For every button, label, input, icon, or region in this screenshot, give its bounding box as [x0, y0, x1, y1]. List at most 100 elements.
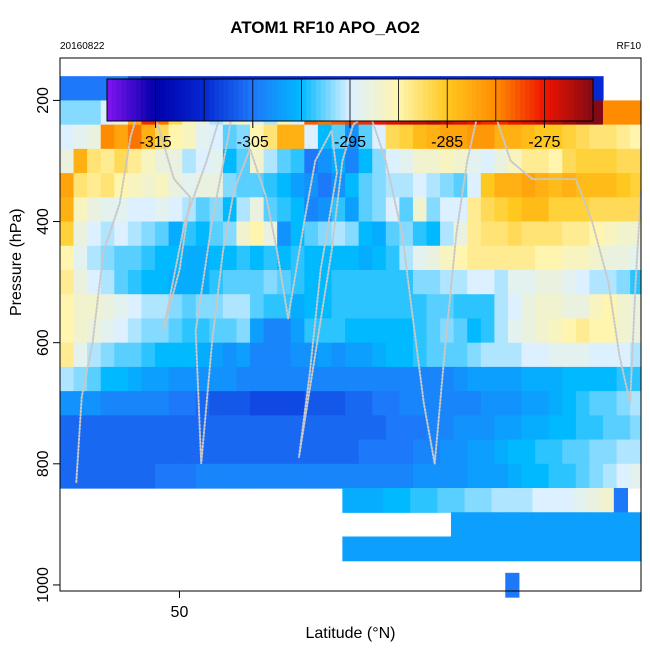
heatmap-cell — [60, 439, 75, 465]
heatmap-cell — [114, 439, 129, 465]
colorbar-segment — [379, 79, 385, 121]
heatmap-cell — [345, 366, 360, 392]
heatmap-cell — [100, 294, 115, 320]
heatmap-cell — [467, 221, 482, 247]
heatmap-cell — [372, 245, 387, 271]
heatmap-cell — [616, 269, 631, 295]
heatmap-cell — [168, 294, 183, 320]
heatmap-cell — [480, 342, 495, 368]
heatmap-cell — [383, 536, 398, 562]
heatmap-cell — [263, 439, 278, 465]
colorbar-segment — [578, 79, 584, 121]
heatmap-cell — [535, 294, 550, 320]
heatmap-cell — [73, 269, 88, 295]
colorbar-segment — [534, 79, 541, 121]
heatmap-cell — [331, 269, 346, 295]
heatmap-cell — [575, 415, 591, 441]
heatmap-cell — [372, 366, 387, 392]
heatmap-cell — [236, 221, 251, 247]
heatmap-cell — [480, 366, 495, 392]
heatmap-cell — [467, 245, 482, 271]
heatmap-cell — [412, 245, 428, 271]
heatmap-cell — [304, 415, 319, 441]
heatmap-cell — [575, 463, 591, 489]
heatmap-cell — [453, 269, 468, 295]
heatmap-cell — [521, 463, 536, 489]
heatmap-cell — [616, 463, 631, 489]
colorbar-segment — [563, 79, 570, 121]
heatmap-cell — [195, 318, 210, 344]
heatmap-cell — [548, 148, 563, 174]
heatmap-cell — [250, 439, 265, 465]
heatmap-cell — [60, 415, 75, 441]
heatmap-cell — [630, 221, 642, 247]
heatmap-cell — [545, 536, 561, 562]
heatmap-cell — [535, 391, 550, 416]
heatmap-cell — [222, 366, 238, 392]
heatmap-cell — [209, 197, 224, 223]
heatmap-cell — [616, 415, 631, 441]
colorbar-segment — [111, 79, 118, 121]
heatmap-cell — [491, 512, 506, 538]
heatmap-cell — [480, 439, 495, 465]
heatmap-cell — [236, 366, 251, 392]
heatmap-cell — [507, 124, 523, 150]
colorbar-segment — [500, 79, 507, 121]
heatmap-cell — [358, 173, 373, 198]
heatmap-cell — [507, 269, 523, 295]
heatmap-cell — [263, 245, 278, 271]
heatmap-cell — [317, 391, 333, 416]
heatmap-cell — [290, 318, 305, 344]
colorbar-segment — [486, 79, 492, 121]
heatmap-cell — [532, 488, 547, 513]
heatmap-cell — [385, 342, 400, 368]
colorbar-segment — [495, 79, 502, 121]
heatmap-cell — [168, 463, 183, 489]
heatmap-cell — [535, 269, 550, 295]
heatmap-cell — [480, 391, 495, 416]
heatmap-cell — [277, 173, 292, 198]
colorbar-segment — [432, 79, 438, 121]
colorbar-segment — [170, 79, 176, 121]
heatmap-cell — [60, 245, 75, 271]
heatmap-cell — [358, 391, 373, 416]
heatmap-cell — [141, 463, 156, 489]
colorbar-segment — [228, 79, 234, 121]
heatmap-cell — [168, 148, 183, 174]
colorbar-segment — [301, 79, 307, 121]
heatmap-cell — [616, 173, 631, 198]
heatmap-cell — [87, 197, 102, 223]
heatmap-cell — [345, 294, 360, 320]
heatmap-cell — [236, 318, 251, 344]
heatmap-cell — [263, 366, 278, 392]
heatmap-cell — [385, 391, 400, 416]
heatmap-cell — [616, 245, 631, 271]
heatmap-cell — [440, 391, 455, 416]
heatmap-cell — [602, 294, 618, 320]
heatmap-cell — [127, 342, 143, 368]
heatmap-cell — [372, 269, 387, 295]
heatmap-cell — [277, 245, 292, 271]
heatmap-cell — [423, 488, 438, 513]
heatmap-cell — [155, 197, 170, 223]
heatmap-cell — [532, 536, 547, 562]
heatmap-cell — [87, 76, 102, 101]
heatmap-cell — [630, 439, 642, 465]
heatmap-cell — [114, 391, 129, 416]
heatmap-cell — [100, 124, 115, 150]
heatmap-cell — [155, 245, 170, 271]
axes: 50 200 400 600 800 1000 — [35, 87, 188, 621]
heatmap-cell — [277, 366, 292, 392]
heatmap-cell — [412, 294, 428, 320]
heatmap-cell — [600, 536, 615, 562]
x-axis-label: Latitude (°N) — [305, 625, 396, 642]
heatmap-cell — [114, 318, 129, 344]
heatmap-cell — [73, 463, 88, 489]
heatmap-cell — [304, 439, 319, 465]
colorbar-segment — [247, 79, 254, 121]
heatmap-cell — [575, 124, 591, 150]
heatmap-cell — [290, 269, 305, 295]
heatmap-cell — [491, 536, 506, 562]
heatmap-cell — [589, 124, 604, 150]
heatmap-cell — [494, 221, 509, 247]
